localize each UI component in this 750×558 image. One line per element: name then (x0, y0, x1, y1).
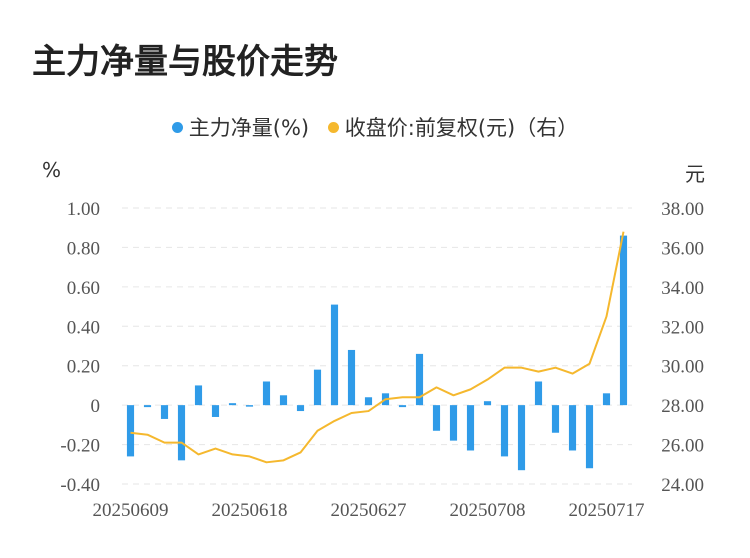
net-volume-bar (466, 405, 475, 451)
net-volume-bar (279, 395, 288, 406)
x-tick-label: 20250708 (450, 500, 526, 521)
legend-label: 主力净量(%) (188, 116, 310, 140)
net-volume-bar (483, 401, 492, 406)
left-tick-label: -0.40 (60, 475, 100, 496)
net-volume-bar (211, 405, 220, 417)
net-volume-bar (432, 405, 441, 431)
net-volume-bar (534, 381, 543, 406)
net-volume-bar (415, 353, 424, 406)
right-tick-label: 34.00 (661, 278, 704, 299)
left-tick-label: 0.20 (67, 357, 100, 378)
right-tick-label: 32.00 (661, 317, 704, 338)
net-volume-bar (364, 397, 373, 406)
left-tick-label: 0 (91, 396, 101, 417)
left-tick-label: 1.00 (67, 199, 100, 220)
net-volume-bar (500, 405, 509, 457)
legend: 主力净量(%) 收盘价:前复权(元)（右） (0, 112, 750, 142)
net-volume-bar (347, 349, 356, 406)
x-tick-label: 20250627 (331, 500, 407, 521)
legend-label: 收盘价:前复权(元)（右） (344, 116, 579, 140)
chart-title: 主力净量与股价走势 (32, 42, 338, 82)
close-price-line (130, 231, 625, 464)
net-volume-bar (245, 405, 254, 407)
net-volume-bar (126, 405, 135, 457)
net-volume-bar (228, 403, 237, 406)
right-tick-label: 26.00 (661, 436, 704, 457)
right-axis-unit: 元 (685, 162, 705, 186)
legend-dot-icon (171, 121, 183, 133)
net-volume-bar (517, 405, 526, 471)
left-tick-label: -0.20 (60, 436, 100, 457)
net-volume-bar (330, 304, 339, 406)
legend-item-net-volume[interactable]: 主力净量(%) (171, 112, 310, 142)
net-volume-bar (449, 405, 458, 441)
right-tick-label: 38.00 (661, 199, 704, 220)
net-volume-bar (177, 405, 186, 461)
net-volume-bar (160, 405, 169, 419)
net-volume-bar (143, 405, 152, 408)
net-volume-bar (568, 405, 577, 451)
net-volume-bar (619, 235, 628, 406)
right-tick-label: 24.00 (661, 475, 704, 496)
left-tick-label: 0.80 (67, 238, 100, 259)
right-tick-label: 36.00 (661, 238, 704, 259)
legend-dot-icon (327, 121, 339, 133)
left-axis-unit: % (42, 158, 62, 182)
right-tick-label: 30.00 (661, 357, 704, 378)
right-tick-label: 28.00 (661, 396, 704, 417)
legend-item-close-price[interactable]: 收盘价:前复权(元)（右） (327, 112, 579, 142)
x-tick-label: 20250717 (569, 500, 645, 521)
left-tick-label: 0.40 (67, 317, 100, 338)
net-volume-bar (398, 405, 407, 408)
net-volume-bar (551, 405, 560, 433)
net-volume-bar (585, 405, 594, 469)
net-volume-bar (262, 381, 271, 406)
net-volume-bar (313, 369, 322, 406)
x-tick-label: 20250618 (212, 500, 288, 521)
net-volume-bar (602, 393, 611, 406)
left-tick-label: 0.60 (67, 278, 100, 299)
x-tick-label: 20250609 (93, 500, 169, 521)
net-volume-bar (194, 385, 203, 406)
net-volume-bar (296, 405, 305, 412)
